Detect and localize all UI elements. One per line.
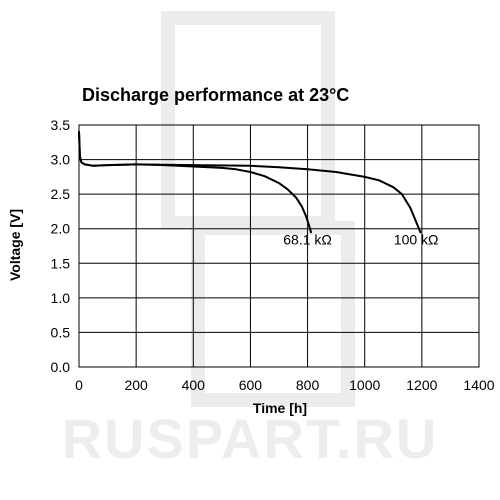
series-lines: [78, 130, 422, 234]
y-tick-label: 3.0: [51, 152, 71, 168]
y-tick-label: 3.5: [51, 117, 71, 133]
x-tick-label: 1200: [406, 377, 437, 393]
series-line-2: [78, 130, 422, 234]
y-tick-label: 0.5: [51, 324, 71, 340]
y-tick-label: 0.0: [51, 359, 71, 375]
watermark: RUSPART.RU: [62, 11, 439, 470]
annotations: 68.1 kΩ 100 kΩ: [283, 232, 438, 248]
x-axis-label: Time [h]: [253, 400, 307, 416]
x-tick-label: 800: [296, 377, 320, 393]
x-tick-label: 200: [124, 377, 148, 393]
watermark-frame: [191, 221, 355, 407]
x-tick-label: 1400: [463, 377, 494, 393]
x-tick-label: 1000: [349, 377, 380, 393]
plot-frame: [78, 124, 480, 368]
tick-labels: 0 200 400 600 800 1000 1200 1400 0.0 0.5 1.0 1.5 2.0…: [51, 117, 495, 393]
watermark-text: RUSPART.RU: [62, 407, 439, 470]
x-tick-label: 0: [75, 377, 83, 393]
grid: [79, 125, 479, 367]
x-tick-label: 400: [182, 377, 206, 393]
series-annotation: 100 kΩ: [394, 232, 439, 248]
y-tick-label: 2.5: [51, 186, 71, 202]
y-tick-label: 1.5: [51, 255, 71, 271]
y-axis-label: Voltage [V]: [7, 209, 23, 281]
y-tick-label: 1.0: [51, 290, 71, 306]
series-annotation: 68.1 kΩ: [283, 232, 332, 248]
y-tick-label: 2.0: [51, 221, 71, 237]
watermark-frame: [161, 11, 335, 230]
chart-title: Discharge performance at 23°C: [82, 85, 349, 105]
x-tick-label: 600: [239, 377, 263, 393]
